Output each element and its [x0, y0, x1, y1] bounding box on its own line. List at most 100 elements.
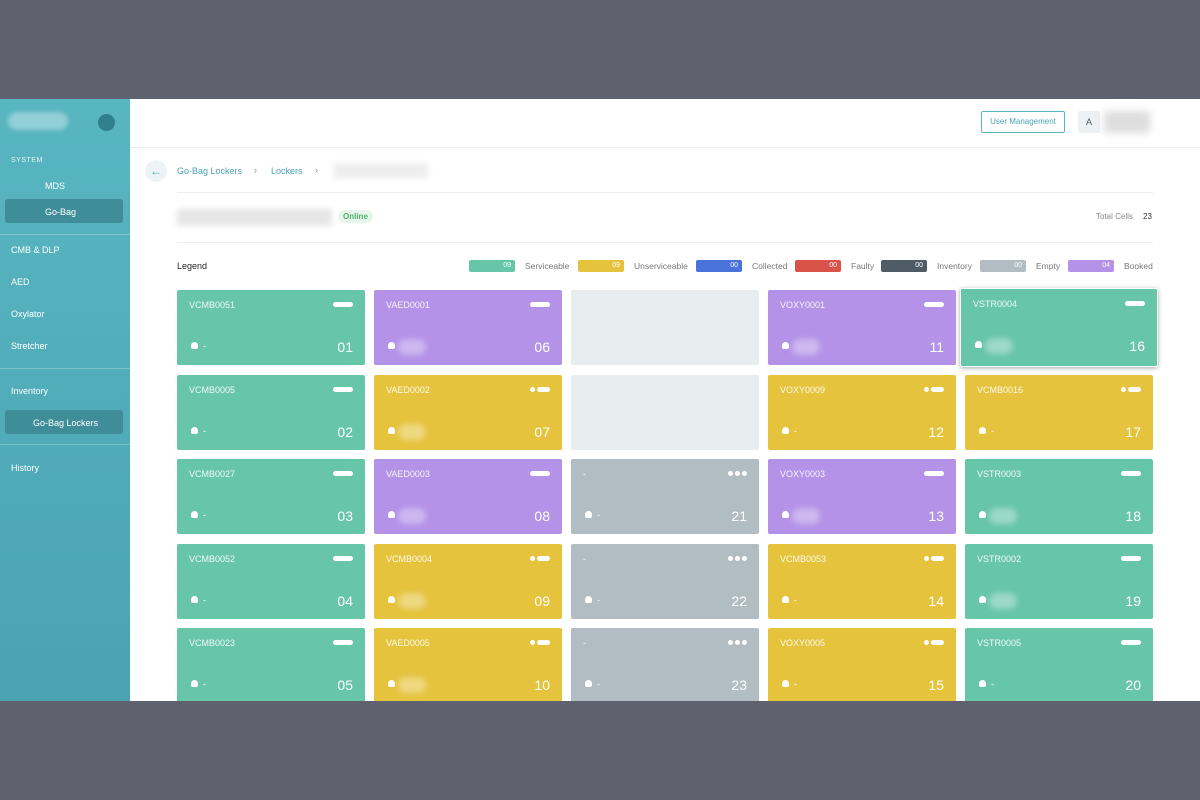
nav-item[interactable]: Inventory — [11, 386, 49, 396]
nav-item[interactable]: Go-Bag — [45, 207, 77, 217]
locker-cell[interactable]: VCMB0052 - 04 — [177, 543, 365, 619]
locker-cell[interactable]: VOXY0009 - 12 — [768, 374, 956, 450]
locker-cell[interactable]: VCMB0023 - 05 — [177, 628, 365, 701]
section-label: SYSTEM — [11, 157, 43, 164]
status-icon — [924, 640, 944, 645]
total-label: Total Cells — [1096, 212, 1133, 221]
breadcrumb[interactable]: Lockers — [271, 166, 303, 176]
locker-cell[interactable]: - - 23 — [571, 628, 759, 701]
cell-id: VSTR0002 — [977, 553, 1022, 564]
cell-number: 08 — [534, 508, 550, 524]
user-icon — [388, 595, 395, 603]
user-management-button[interactable]: User Management — [981, 111, 1065, 133]
avatar[interactable]: A — [1078, 111, 1100, 133]
locker-cell[interactable]: VCMB0053 - 14 — [768, 543, 956, 619]
nav-item[interactable]: Go-Bag Lockers — [33, 418, 99, 428]
icon-part — [728, 640, 733, 645]
icon-part — [537, 386, 550, 392]
cell-number: 09 — [534, 592, 550, 609]
user-icon — [191, 595, 198, 603]
locker-cell[interactable]: VSTR0003 18 — [965, 459, 1153, 534]
user-icon — [191, 511, 198, 518]
back-button[interactable]: ← — [145, 160, 167, 182]
nav-item[interactable]: AED — [11, 277, 30, 287]
locker-cell[interactable]: VAED0005 10 — [374, 628, 562, 701]
status-icon — [1125, 301, 1145, 306]
user-icon — [191, 342, 198, 349]
cell-id: VCMB0023 — [189, 638, 236, 648]
legend-label: Unserviceable — [634, 261, 688, 271]
locker-cell[interactable]: VSTR0005 - 20 — [965, 628, 1153, 701]
cell-number: 10 — [534, 677, 550, 693]
user-name: - — [794, 594, 797, 605]
empty-cell — [571, 290, 759, 365]
separator — [0, 444, 130, 445]
icon-part — [924, 640, 929, 645]
locker-cell[interactable]: VOXY0005 - 15 — [768, 628, 956, 701]
locker-cell[interactable]: VOXY0003 13 — [768, 459, 956, 534]
breadcrumb-sep: › — [254, 165, 257, 175]
locker-cell[interactable]: VCMB0004 09 — [374, 543, 562, 619]
cell-number: 06 — [534, 339, 550, 355]
locker-cell[interactable]: - - 22 — [571, 543, 759, 619]
user-icon — [388, 426, 395, 434]
locker-cell[interactable]: VAED0001 06 — [374, 290, 562, 365]
breadcrumb[interactable]: Go-Bag Lockers — [177, 166, 243, 176]
locker-cell[interactable]: VCMB0051 - 01 — [177, 290, 365, 365]
user-name — [985, 338, 1013, 354]
user-name — [792, 339, 820, 355]
user-icon — [585, 595, 592, 603]
icon-part — [924, 386, 929, 392]
user-icon — [782, 426, 789, 434]
legend-pill: 09 — [578, 260, 624, 272]
logo — [8, 112, 68, 130]
user-icon — [979, 511, 986, 518]
nav-item[interactable]: MDS — [45, 181, 65, 191]
status-icon — [728, 555, 747, 561]
cell-number: 16 — [1129, 338, 1145, 354]
nav-item[interactable]: History — [11, 463, 40, 473]
nav-item[interactable]: Oxylator — [11, 309, 45, 319]
icon-part — [1121, 640, 1141, 645]
locker-cell[interactable]: VCMB0027 - 03 — [177, 459, 365, 534]
cell-number: 14 — [928, 592, 944, 609]
cell-id: - — [583, 638, 586, 648]
legend-pill: 09 — [469, 260, 515, 272]
user-icon — [782, 342, 789, 349]
icon-part — [728, 471, 733, 476]
legend-pill: 00 — [881, 260, 927, 272]
locker-cell[interactable]: VAED0002 07 — [374, 374, 562, 450]
icon-part — [924, 555, 929, 561]
user-icon — [979, 680, 986, 687]
sidebar: SYSTEM MDS Go-Bag CMB & DLP AED Oxylator… — [0, 99, 130, 701]
status-icon — [1121, 386, 1141, 392]
cell-number: 20 — [1125, 677, 1141, 693]
icon-part — [1128, 386, 1141, 392]
icon-part — [735, 555, 740, 561]
collapse-button[interactable] — [98, 114, 115, 131]
locker-cell[interactable]: VSTR0002 19 — [965, 543, 1153, 619]
locker-cell[interactable]: VSTR0004 16 — [960, 288, 1158, 367]
cell-number: 13 — [928, 508, 944, 524]
locker-cell[interactable]: VOXY0001 11 — [768, 290, 956, 365]
nav-item[interactable]: Stretcher — [11, 341, 48, 351]
nav-item[interactable]: CMB & DLP — [11, 245, 60, 255]
user-name: - — [203, 594, 206, 605]
cell-number: 23 — [731, 677, 747, 693]
icon-part — [931, 386, 944, 392]
icon-part — [931, 555, 944, 561]
locker-cell[interactable]: VCMB0005 - 02 — [177, 374, 365, 450]
icon-part — [1125, 301, 1145, 306]
cell-id: VOXY0009 — [780, 384, 826, 395]
user-name: - — [203, 425, 206, 436]
locker-cell[interactable]: VAED0003 08 — [374, 459, 562, 534]
locker-name — [177, 209, 332, 226]
icon-part — [742, 640, 747, 645]
user-icon — [975, 341, 982, 348]
locker-cell[interactable]: - - 21 — [571, 459, 759, 534]
locker-cell[interactable]: VCMB0016 - 17 — [965, 374, 1153, 450]
user-name — [398, 677, 426, 693]
status-icon — [333, 640, 353, 645]
user-icon — [979, 595, 986, 603]
